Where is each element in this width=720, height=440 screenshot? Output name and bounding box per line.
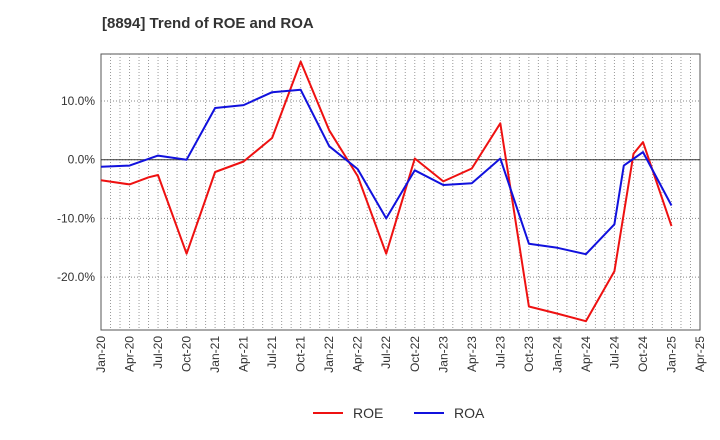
x-tick-label: Apr-22 [351, 336, 365, 372]
y-tick-label: 10.0% [61, 94, 95, 108]
x-tick-label: Oct-22 [408, 336, 422, 372]
x-tick-label: Jan-25 [664, 336, 678, 373]
x-tick-label: Jan-23 [436, 336, 450, 373]
x-tick-label: Oct-23 [522, 336, 536, 372]
x-tick-label: Oct-24 [636, 336, 650, 372]
y-tick-label: -10.0% [57, 211, 95, 225]
x-axis-ticks: Jan-20 Apr-20 Jul-20 Oct-20 Jan-21 Apr-21 Jul-… [94, 336, 707, 373]
x-tick-label: Apr-20 [123, 336, 137, 372]
x-tick-label: Oct-20 [180, 336, 194, 372]
x-tick-label: Apr-25 [693, 336, 707, 372]
series-line-roa [100, 88, 673, 256]
x-tick-label: Oct-21 [294, 336, 308, 372]
chart-title: [8894] Trend of ROE and ROA [102, 15, 314, 32]
x-tick-label: Jan-24 [550, 336, 564, 373]
series-line-roe [100, 60, 673, 323]
y-tick-label: -20.0% [57, 270, 95, 284]
x-tick-label: Jan-21 [208, 336, 222, 373]
y-tick-label: 0.0% [68, 153, 96, 167]
series-lines [100, 60, 673, 323]
x-tick-label: Jan-22 [322, 336, 336, 373]
x-tick-label: Apr-21 [237, 336, 251, 372]
x-tick-label: Jul-22 [379, 336, 393, 369]
legend: ROE ROA [313, 405, 485, 421]
x-tick-label: Apr-23 [465, 336, 479, 372]
y-axis-ticks: 10.0% 0.0% -10.0% -20.0% [57, 94, 95, 284]
x-tick-label: Jan-20 [94, 336, 108, 373]
plot-area [100, 53, 701, 331]
x-tick-label: Jul-21 [265, 336, 279, 369]
legend-label-roa: ROA [454, 405, 485, 421]
x-tick-label: Jul-20 [151, 336, 165, 369]
x-tick-label: Apr-24 [579, 336, 593, 372]
x-tick-label: Jul-23 [493, 336, 507, 369]
x-tick-label: Jul-24 [607, 336, 621, 369]
legend-label-roe: ROE [353, 405, 383, 421]
